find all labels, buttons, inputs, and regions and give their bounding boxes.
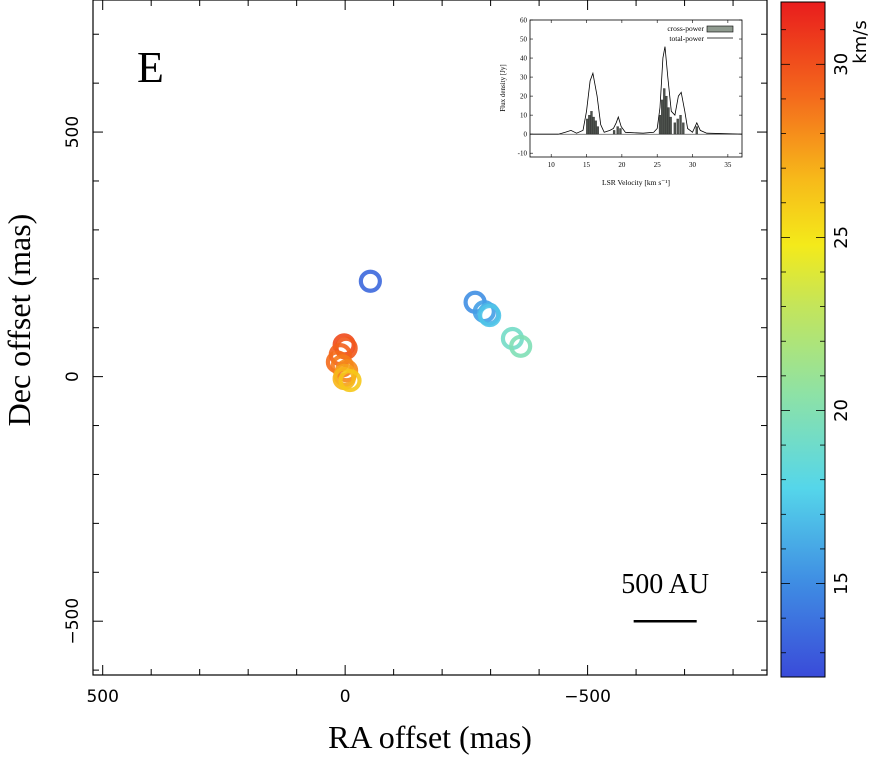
inset-x-tick-label: 30 (689, 161, 697, 169)
main-axis-ticks (93, 0, 767, 675)
maser-spot (358, 269, 382, 293)
inset-legend-cross-label: cross-power (667, 24, 704, 33)
colorbar-tick-label: 20 (831, 399, 852, 422)
x-tick-labels: 500 0 −500 (86, 687, 610, 707)
inset-cross-power-bar (596, 126, 599, 135)
inset-cross-power-bar (588, 114, 591, 135)
maser-spot (509, 334, 533, 358)
y-axis-label: Dec offset (mas) (1, 214, 37, 427)
inset-y-tick-label: 20 (520, 93, 528, 101)
inset-cross-power-bar (619, 128, 622, 135)
maser-spots (325, 269, 533, 393)
colorbar-tick-labels: 15 20 25 30 (831, 53, 852, 595)
x-tick-label: 0 (340, 687, 351, 707)
inset-x-tick-label: 15 (583, 161, 591, 169)
inset-cross-power-bar (682, 122, 685, 135)
inset-cross-power-bar (586, 118, 589, 135)
inset-y-tick-labels: -10 0 10 20 30 40 50 60 (518, 17, 528, 158)
colorbar-tick-label: 25 (831, 226, 852, 249)
inset-cross-power-bar (676, 118, 679, 135)
colorbar (780, 1, 826, 678)
inset-x-tick-labels: 10 15 20 25 30 35 (548, 161, 732, 169)
inset-cross-power-bar (594, 120, 597, 135)
inset-total-power-line (530, 46, 743, 135)
colorbar-label: km/s (850, 20, 871, 63)
inset-y-tick-label: 40 (520, 55, 528, 63)
inset-cross-power-bar (616, 126, 619, 135)
inset-x-label: LSR Velocity [km s⁻¹] (602, 178, 670, 187)
inset-x-tick-label: 20 (618, 161, 626, 169)
inset-y-label: Flux density [Jy] (499, 64, 507, 111)
colorbar-tick-label: 30 (831, 53, 852, 76)
y-tick-label: −500 (63, 598, 83, 645)
inset-y-tick-label: -10 (518, 150, 528, 158)
inset-y-tick-label: 50 (520, 36, 528, 44)
inset-spectrum: 10 15 20 25 30 35 -10 0 10 20 30 40 50 60 LSR Veloci… (499, 17, 743, 187)
inset-y-tick-label: 0 (524, 131, 528, 139)
y-tick-label: 0 (63, 371, 83, 382)
inset-cross-power-bar (592, 116, 595, 135)
inset-legend-total-label: total-power (669, 34, 704, 43)
inset-cross-power-bar (669, 116, 672, 135)
inset-legend-cross-swatch (706, 25, 734, 33)
y-tick-label: 500 (63, 116, 83, 148)
colorbar-tick-label: 15 (831, 572, 852, 595)
scale-bar-label: 500 AU (621, 569, 709, 600)
inset-cross-power-bar (661, 99, 664, 135)
inset-cross-power-bar (658, 114, 662, 135)
inset-frame (529, 19, 743, 158)
inset-cross-power-bar (590, 111, 593, 135)
maser-spot (478, 303, 502, 328)
inset-y-tick-label: 30 (520, 74, 528, 82)
maser-spot (338, 368, 362, 393)
x-tick-label: −500 (564, 687, 611, 707)
panel-label: E (137, 43, 164, 92)
inset-x-tick-label: 10 (548, 161, 556, 169)
inset-cross-power-bar (695, 126, 698, 135)
inset-x-tick-label: 35 (724, 161, 732, 169)
x-axis-label: RA offset (mas) (328, 719, 532, 755)
inset-cross-power-bar (663, 88, 666, 135)
inset-cross-power-bar (612, 130, 616, 135)
x-tick-label: 500 (86, 687, 118, 707)
y-tick-labels: 500 0 −500 (63, 116, 83, 645)
inset-cross-power-bar (673, 122, 677, 135)
inset-x-tick-label: 25 (654, 161, 662, 169)
inset-cross-power-bar (667, 107, 670, 135)
inset-cross-power-bar (665, 95, 668, 135)
inset-y-tick-label: 10 (520, 112, 528, 120)
inset-cross-power-bar (679, 114, 682, 135)
colorbar-ticks (781, 29, 825, 654)
plot-frame (92, 0, 768, 676)
inset-axis-ticks (530, 19, 742, 157)
inset-y-tick-label: 60 (520, 17, 528, 25)
